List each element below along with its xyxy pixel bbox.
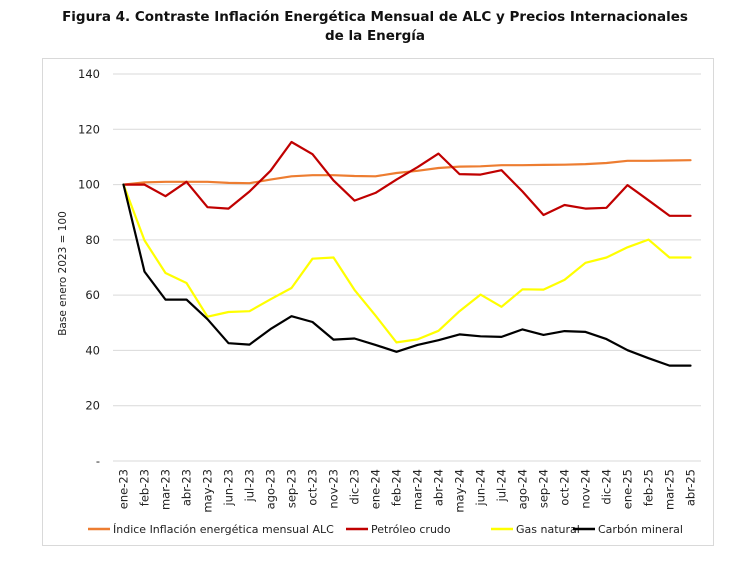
legend-label: Carbón mineral (598, 523, 683, 536)
x-tick-label: mar-25 (663, 469, 677, 510)
legend-label: Índice Inflación energética mensual ALC (113, 523, 334, 536)
legend-label: Gas natural (516, 523, 580, 536)
x-axis-ticks: ene-23 feb-23 mar-23 abr-23 may-23 jun-23 jul-… (117, 469, 698, 513)
x-tick-label: feb-25 (642, 469, 656, 506)
series-lines (122, 140, 692, 367)
x-tick-label: feb-24 (390, 469, 404, 506)
x-tick-label: jul-23 (243, 469, 257, 502)
chart-title-line-2: de la Energía (324, 28, 425, 44)
series-line-0 (122, 159, 692, 186)
legend: Índice Inflación energética mensual ALC P… (88, 523, 683, 536)
x-tick-label: ago-23 (264, 469, 278, 509)
series-line-2 (122, 183, 692, 344)
x-tick-label: feb-23 (138, 469, 152, 506)
chart-title-line-1: Figura 4. Contraste Inflación Energética… (62, 9, 688, 25)
x-tick-label: ene-23 (117, 469, 131, 509)
x-tick-label: oct-24 (558, 469, 572, 506)
x-tick-label: abr-25 (684, 469, 698, 506)
y-axis-ticks: - 20 40 60 80 100 120 140 (78, 67, 100, 468)
x-tick-label: may-24 (453, 469, 467, 513)
legend-label: Petróleo crudo (371, 523, 451, 536)
y-tick-label: 120 (78, 122, 100, 136)
chart-title: Figura 4. Contraste Inflación Energética… (0, 8, 750, 46)
x-tick-label: nov-23 (327, 469, 341, 509)
x-tick-label: ago-24 (516, 469, 530, 509)
y-tick-label: 20 (85, 399, 100, 413)
y-axis-label: Base enero 2023 = 100 (57, 211, 69, 336)
y-tick-label: 40 (85, 343, 100, 357)
y-tick-label: 60 (85, 288, 100, 302)
y-tick-label: 100 (78, 178, 100, 192)
y-tick-label: 80 (85, 233, 100, 247)
x-tick-label: ene-24 (369, 469, 383, 509)
x-tick-label: dic-23 (348, 469, 362, 505)
series-line-3 (122, 183, 692, 367)
x-tick-label: jul-24 (495, 469, 509, 502)
x-tick-label: abr-23 (180, 469, 194, 506)
x-tick-label: mar-24 (411, 469, 425, 510)
x-tick-label: dic-24 (600, 469, 614, 505)
y-tick-label: 140 (78, 67, 100, 81)
series-line-1 (122, 140, 692, 217)
x-tick-label: jun-23 (222, 469, 236, 507)
x-tick-label: nov-24 (579, 469, 593, 509)
x-tick-label: jun-24 (474, 469, 488, 507)
x-tick-label: abr-24 (432, 469, 446, 506)
x-tick-label: oct-23 (306, 469, 320, 506)
x-tick-label: sep-24 (537, 469, 551, 508)
y-tick-label: - (96, 454, 100, 468)
x-tick-label: sep-23 (285, 469, 299, 508)
chart-frame (42, 58, 714, 546)
x-tick-label: mar-23 (159, 469, 173, 510)
x-tick-label: ene-25 (621, 469, 635, 509)
x-tick-label: may-23 (201, 469, 215, 513)
gridlines (113, 73, 701, 462)
